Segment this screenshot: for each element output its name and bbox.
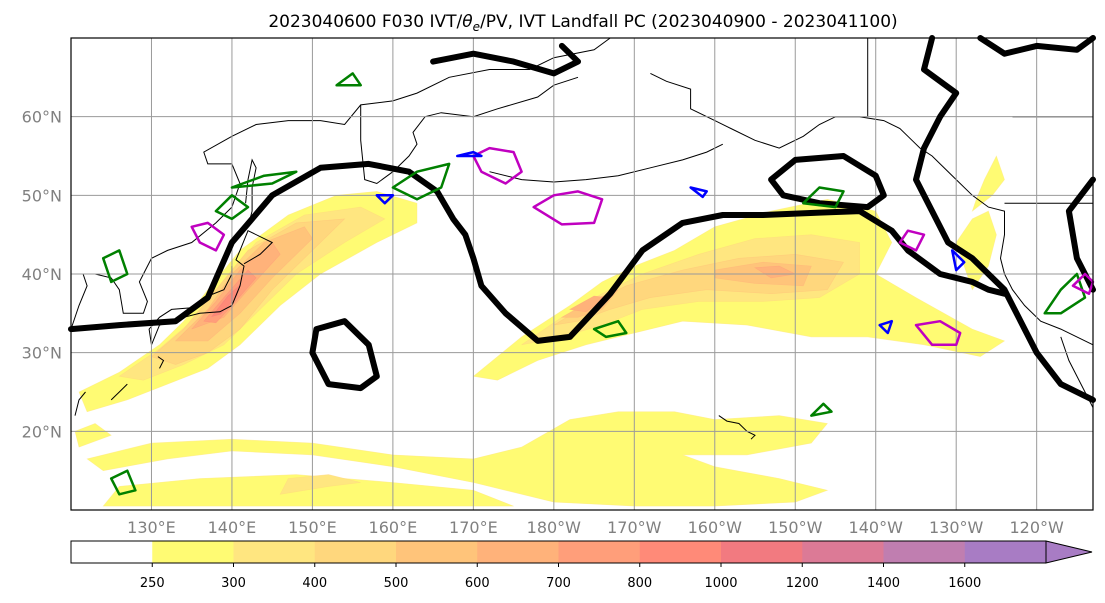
- y-axis: 20°N 30°N 40°N 50°N 60°N: [22, 108, 62, 442]
- y-tick-label-1: 30°N: [22, 344, 62, 363]
- colorbar-tick-label-2: 400: [302, 576, 327, 591]
- contour-line-3: [430, 42, 581, 77]
- contour-line-8: [230, 170, 298, 189]
- chart-title: 2023040600 F030 IVT/θe/PV, IVT Landfall …: [268, 12, 897, 34]
- contour-line-21: [898, 229, 926, 252]
- contour-line-5: [977, 35, 1096, 57]
- colorbar-tick-label-7: 1000: [704, 576, 737, 591]
- contour-line-16: [335, 72, 362, 87]
- contour-line-27: [950, 249, 966, 272]
- map-panel: [68, 35, 1096, 511]
- contour-line-1: [309, 318, 380, 392]
- contour-line-17: [190, 221, 226, 252]
- coastline-7: [718, 415, 756, 440]
- colorbar-swatch-10: [883, 541, 966, 563]
- contour-line-11: [802, 186, 845, 209]
- x-tick-label-1: 140°E: [208, 518, 257, 537]
- colorbar-swatch-6: [558, 541, 641, 563]
- colorbar-swatch-7: [639, 541, 722, 563]
- colorbar-swatch-1: [152, 541, 234, 563]
- contour-line-12: [592, 319, 628, 339]
- ivt-shading-layer: [74, 155, 1006, 507]
- map-frame: [70, 37, 1094, 511]
- x-tick-label-4: 170°E: [449, 518, 498, 537]
- x-tick-label-11: 120°W: [1009, 518, 1064, 537]
- colorbar-swatch-8: [721, 541, 803, 563]
- colorbar-tick-label-4: 600: [465, 576, 490, 591]
- coastline-14: [157, 356, 165, 369]
- ivt-fill-region-14: [86, 411, 829, 507]
- coastline-layer: [70, 37, 1094, 440]
- x-axis: 130°E 140°E 150°E 160°E 170°E 180°W 170°W 160°W…: [127, 518, 1064, 537]
- contour-line-15: [810, 402, 833, 417]
- contour-line-2: [768, 153, 887, 211]
- x-tick-label-9: 140°W: [849, 518, 904, 537]
- coastline-0: [70, 37, 611, 330]
- x-tick-label-10: 130°W: [929, 518, 984, 537]
- y-tick-label-4: 60°N: [22, 108, 62, 127]
- colorbar-swatch-9: [802, 541, 884, 563]
- gridlines: [71, 38, 1093, 510]
- y-tick-label-0: 20°N: [22, 422, 62, 441]
- coastline-6: [489, 143, 724, 183]
- contour-line-7: [391, 162, 451, 201]
- coastline-12: [110, 383, 128, 401]
- x-tick-label-0: 130°E: [127, 518, 176, 537]
- contour-line-13: [109, 469, 137, 496]
- colorbar: 250 300 400 500 600 700 800 1000 1200 1400 1600: [70, 540, 1093, 591]
- x-tick-label-6: 170°W: [607, 518, 662, 537]
- colorbar-tick-label-5: 700: [546, 576, 571, 591]
- coastline-13: [74, 391, 86, 416]
- colorbar-swatch-2: [233, 541, 316, 563]
- ivt-fill-region-16: [279, 474, 361, 495]
- colorbar-tick-label-8: 1200: [786, 576, 819, 591]
- ivt-fill-region-15: [102, 474, 514, 507]
- colorbar-tick-label-9: 1400: [867, 576, 900, 591]
- x-tick-label-8: 150°W: [768, 518, 823, 537]
- colorbar-extend-arrow: [1045, 540, 1093, 564]
- contour-line-19: [532, 190, 604, 226]
- coastline-5: [650, 72, 1094, 346]
- coastline-1: [360, 76, 579, 185]
- coastline-4: [245, 158, 257, 227]
- contour-line-10: [101, 249, 129, 284]
- colorbar-swatch-0: [71, 541, 153, 563]
- colorbar-tick-label-6: 800: [627, 576, 652, 591]
- contour-line-23: [375, 194, 395, 205]
- x-tick-label-5: 180°W: [527, 518, 582, 537]
- contour-line-18: [472, 146, 523, 185]
- colorbar-swatch-11: [964, 541, 1047, 563]
- colorbar-tick-label-0: 250: [140, 576, 165, 591]
- contour-line-24: [456, 150, 483, 158]
- contour-layer: [68, 35, 1096, 496]
- contour-line-26: [878, 319, 894, 335]
- ivt-fill-region-18: [955, 210, 997, 291]
- colorbar-tick-label-10: 1600: [948, 576, 981, 591]
- colorbar-swatch-3: [314, 541, 397, 563]
- colorbar-swatch-5: [477, 541, 559, 563]
- colorbar-swatch-4: [396, 541, 478, 563]
- x-tick-label-3: 160°E: [369, 518, 418, 537]
- x-tick-label-7: 160°W: [688, 518, 743, 537]
- contour-line-14: [1043, 272, 1087, 315]
- contour-line-20: [914, 319, 962, 347]
- contour-line-22: [1071, 272, 1095, 295]
- x-tick-label-2: 150°E: [288, 518, 337, 537]
- colorbar-tick-label-1: 300: [221, 576, 246, 591]
- colorbar-tick-label-3: 500: [384, 576, 409, 591]
- y-tick-label-2: 40°N: [22, 265, 62, 284]
- y-tick-label-3: 50°N: [22, 186, 62, 205]
- contour-line-4: [913, 35, 1096, 403]
- ivt-fill-region-17: [74, 423, 112, 448]
- contour-line-0: [68, 160, 1008, 344]
- contour-line-9: [214, 194, 250, 221]
- contour-line-25: [689, 186, 708, 199]
